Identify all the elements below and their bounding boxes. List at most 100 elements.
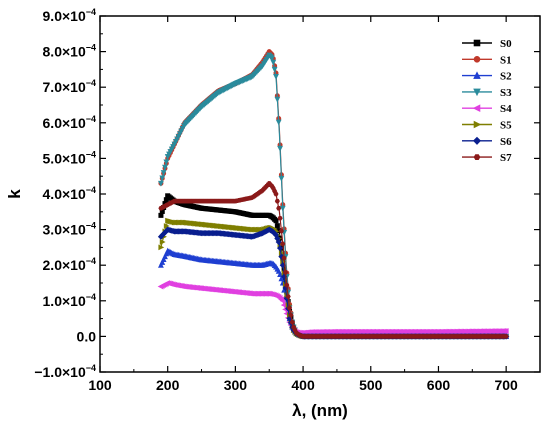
legend-item-S2: S2 — [462, 71, 512, 83]
legend-item-S6: S6 — [462, 136, 512, 148]
y-tick-label: 5.0×10−4 — [43, 149, 96, 166]
data-point-S7 — [503, 334, 509, 339]
series-line-S2 — [160, 250, 507, 337]
data-point-S2 — [158, 261, 164, 268]
legend-marker — [473, 120, 482, 129]
legend-item-S7: S7 — [462, 152, 512, 164]
data-point-S7 — [289, 319, 295, 325]
data-point-S3 — [279, 205, 286, 212]
data-point-S3 — [163, 159, 170, 166]
data-point-S3 — [277, 145, 283, 152]
data-point-S7 — [276, 206, 282, 211]
y-tick-label: 4.0×10−4 — [43, 185, 96, 202]
y-tick-label: −1.0×10−4 — [34, 363, 96, 380]
data-point-S7 — [288, 312, 294, 318]
x-tick-label: 600 — [427, 377, 451, 393]
plot-area — [157, 49, 510, 340]
axes: 100 200 300 400 500 600 700 −1.0×10−4 0.0 1.0×10−… — [5, 7, 541, 420]
data-point-S3 — [274, 96, 281, 103]
data-point-S7 — [273, 191, 279, 197]
y-tick-label: 3.0×10−4 — [43, 221, 96, 238]
data-point-S3 — [269, 55, 275, 62]
series-S6 — [157, 226, 510, 340]
data-point-S2 — [162, 253, 168, 260]
y-axis-title: k — [5, 189, 24, 199]
legend-label: S0 — [500, 38, 512, 50]
data-point-S3 — [273, 74, 279, 80]
legend-label: S4 — [500, 103, 512, 115]
legend-label: S5 — [500, 120, 512, 132]
x-tick-label: 400 — [291, 377, 315, 393]
data-point-S7 — [274, 198, 280, 204]
legend-marker — [472, 136, 482, 145]
legend-marker — [473, 154, 481, 160]
legend-marker — [473, 88, 481, 97]
data-point-S3 — [159, 175, 166, 182]
series-S1 — [158, 49, 509, 339]
data-point-S7 — [286, 305, 293, 311]
data-point-S2 — [277, 271, 283, 277]
series-S0 — [158, 193, 509, 339]
series-S3 — [158, 52, 510, 340]
y-tick-label: 0.0 — [77, 328, 97, 344]
legend: S0 S1 S2 S3 S4 S5 S6 S7 — [462, 38, 512, 164]
data-point-S3 — [278, 175, 285, 182]
y-tick-label: 2.0×10−4 — [43, 256, 96, 273]
legend-label: S1 — [500, 54, 512, 66]
data-point-S5 — [159, 239, 166, 245]
data-point-S4 — [279, 297, 286, 304]
legend-item-S3: S3 — [462, 87, 512, 99]
data-point-S3 — [271, 66, 278, 73]
data-point-S7 — [277, 216, 283, 221]
series-line-S6 — [160, 228, 507, 337]
legend-label: S7 — [500, 152, 512, 164]
y-tick-label: 9.0×10−4 — [43, 7, 96, 24]
series-line-S0 — [160, 194, 507, 337]
data-point-S3 — [275, 119, 282, 126]
x-tick-label: 100 — [88, 377, 112, 393]
data-point-S6 — [275, 238, 282, 246]
series-line-S5 — [160, 219, 507, 337]
series-S5 — [158, 217, 510, 340]
data-point-S7 — [278, 228, 284, 234]
x-tick-label: 300 — [224, 377, 248, 393]
legend-item-S5: S5 — [462, 120, 512, 132]
data-point-S2 — [159, 259, 166, 265]
data-point-S3 — [270, 59, 277, 66]
series-S7 — [158, 181, 509, 339]
y-tick-label: 8.0×10−4 — [43, 43, 96, 60]
data-point-S5 — [158, 244, 165, 251]
legend-marker — [473, 39, 481, 47]
data-point-S0 — [273, 218, 279, 224]
x-tick-label: 700 — [494, 377, 518, 393]
legend-marker — [472, 104, 481, 112]
y-tick-label: 6.0×10−4 — [43, 114, 96, 131]
data-point-S7 — [281, 255, 287, 261]
legend-label: S2 — [500, 71, 512, 83]
legend-item-S1: S1 — [462, 54, 512, 66]
legend-item-S0: S0 — [462, 38, 512, 50]
legend-label: S3 — [500, 87, 512, 99]
data-point-S0 — [274, 223, 280, 229]
data-point-S6 — [276, 245, 284, 252]
x-tick-label: 200 — [156, 377, 180, 393]
series-S2 — [158, 247, 510, 339]
data-point-S3 — [160, 170, 167, 176]
data-point-S7 — [280, 241, 286, 247]
data-point-S5 — [163, 223, 170, 229]
data-point-S2 — [160, 256, 167, 263]
data-point-S7 — [282, 270, 289, 275]
data-point-S4 — [502, 328, 509, 334]
data-point-S3 — [162, 164, 168, 171]
x-axis-title: λ, (nm) — [292, 401, 348, 420]
legend-item-S4: S4 — [462, 103, 512, 115]
data-point-S2 — [278, 275, 285, 282]
data-point-S7 — [285, 294, 291, 299]
data-point-S7 — [284, 282, 290, 288]
y-tick-label: 1.0×10−4 — [43, 292, 96, 309]
data-point-S3 — [158, 180, 164, 187]
y-tick-label: 7.0×10−4 — [43, 78, 96, 95]
x-tick-label: 500 — [359, 377, 383, 393]
